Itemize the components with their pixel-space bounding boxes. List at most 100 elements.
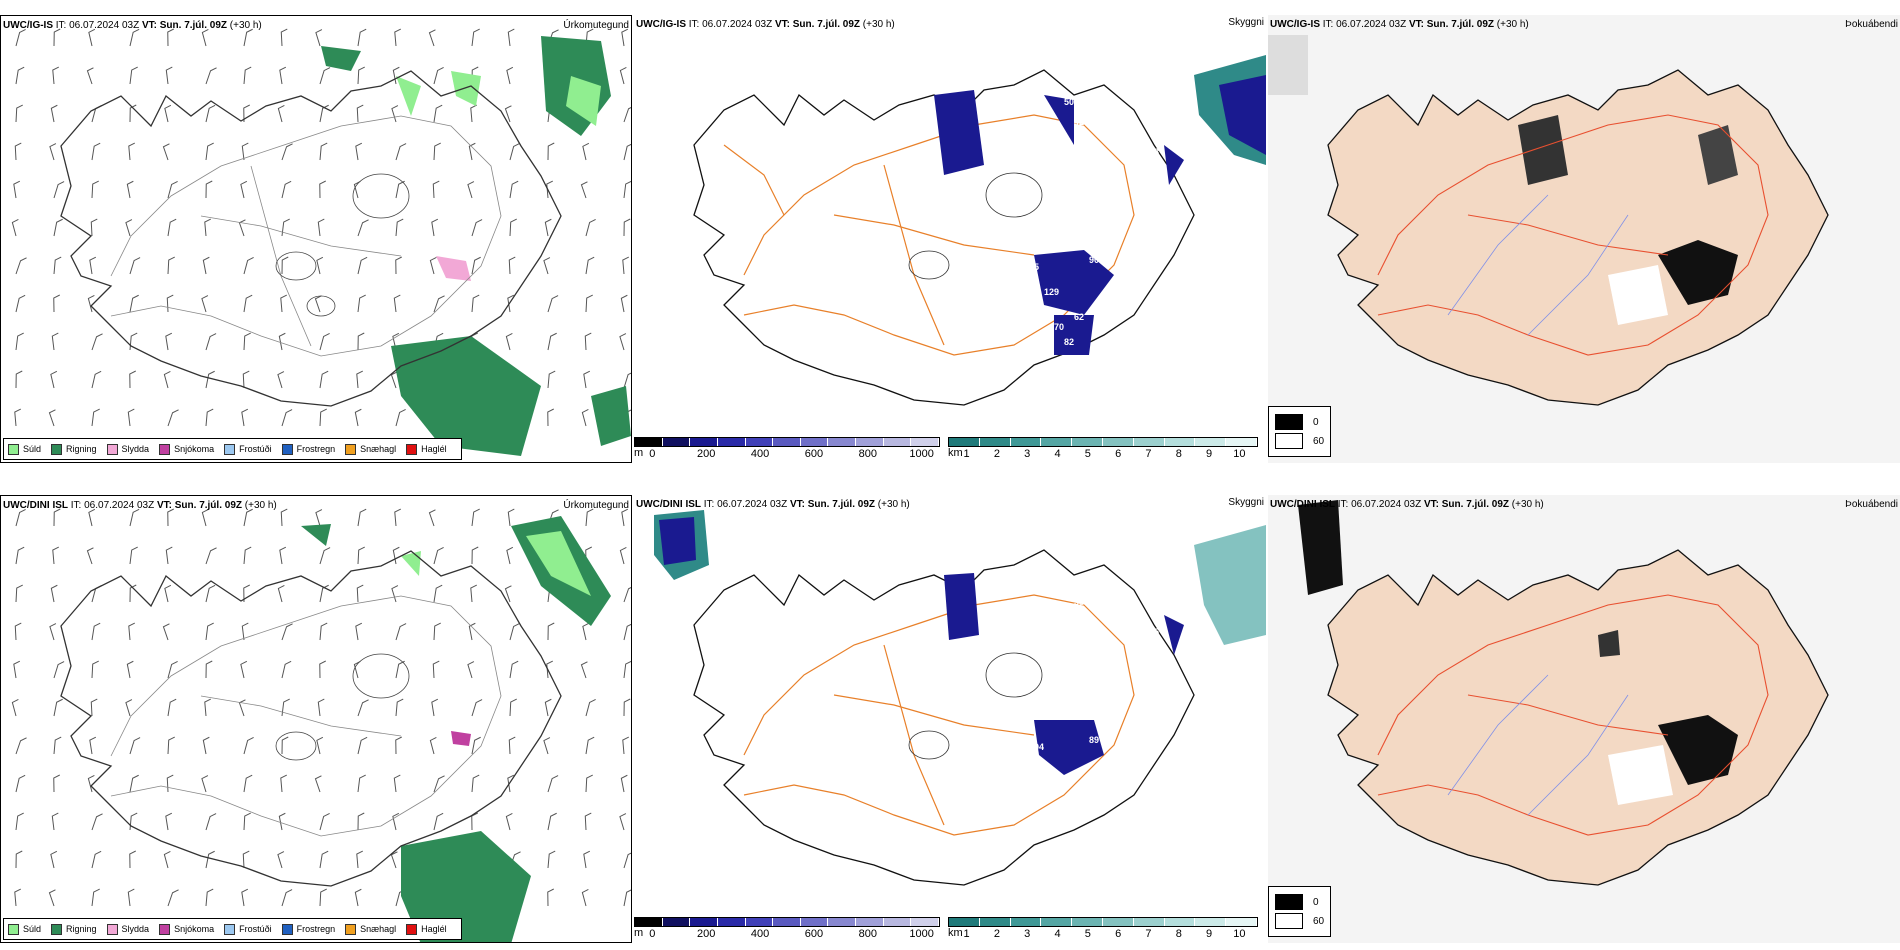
wind-barb bbox=[504, 585, 512, 603]
ceiling-label: 28 bbox=[1034, 202, 1044, 212]
wind-barb bbox=[129, 28, 140, 47]
wind-barb bbox=[53, 218, 63, 237]
wind-barb bbox=[53, 698, 63, 717]
wind-barb bbox=[166, 774, 174, 793]
wind-barb bbox=[205, 333, 217, 351]
wind-barb bbox=[91, 622, 101, 641]
wind-barb bbox=[471, 28, 480, 47]
glacier-outlines bbox=[908, 652, 1043, 760]
wind-barb bbox=[471, 256, 481, 275]
wind-barb bbox=[281, 218, 290, 237]
wind-barb bbox=[619, 333, 627, 351]
wind-barb bbox=[319, 333, 330, 351]
wind-barb bbox=[546, 180, 554, 199]
legend-item: Slydda bbox=[106, 923, 149, 935]
wind-barb bbox=[390, 371, 398, 389]
visibility-panel-bottom: 104 104 89 97 161 78 96 85 81 58 UWC/DINI ISL IT:… bbox=[634, 495, 1266, 943]
wind-barb bbox=[356, 850, 364, 869]
wind-barb bbox=[391, 585, 399, 603]
legend-item: Snæhagl bbox=[345, 923, 396, 935]
field-name: Úrkomutegund bbox=[563, 20, 629, 31]
wind-barb bbox=[623, 586, 631, 603]
wind-barb bbox=[205, 622, 214, 641]
wind-barb bbox=[91, 142, 101, 161]
wind-barb bbox=[281, 736, 289, 755]
wind-barb bbox=[357, 66, 365, 85]
wind-barb bbox=[205, 850, 215, 869]
wind-barb bbox=[15, 774, 26, 793]
wind-barb bbox=[53, 28, 61, 47]
wind-barb bbox=[164, 104, 172, 123]
wind-barb bbox=[49, 143, 57, 161]
wind-barb bbox=[15, 66, 25, 85]
wind-barb bbox=[580, 661, 588, 679]
fog-map-top bbox=[1268, 15, 1900, 463]
wind-barb bbox=[281, 180, 292, 199]
panel-header: UWC/DINI ISL IT: 06.07.2024 03Z VT: Sun.… bbox=[1270, 499, 1544, 510]
wind-barb bbox=[619, 813, 627, 831]
wind-barb bbox=[11, 699, 19, 717]
wind-barb bbox=[620, 774, 628, 793]
wind-barb bbox=[623, 372, 631, 389]
wind-barb bbox=[623, 852, 631, 869]
ceiling-colorbar bbox=[634, 437, 940, 447]
wind-barb bbox=[357, 28, 367, 47]
wind-barb bbox=[314, 295, 322, 313]
drizzle-area bbox=[566, 76, 601, 126]
wind-barb bbox=[507, 508, 515, 527]
scale-tick-label: 7 bbox=[1145, 448, 1152, 460]
field-name: Skyggni bbox=[1228, 17, 1264, 28]
wind-barb bbox=[357, 294, 366, 313]
legend-item: Frostúði bbox=[224, 443, 272, 455]
wind-barb bbox=[280, 28, 288, 47]
ceiling-ticks: 0 200 400 600 800 1000 bbox=[634, 447, 940, 461]
fog-panel-top: UWC/IG-IS IT: 06.07.2024 03Z VT: Sun. 7.… bbox=[1268, 15, 1900, 463]
visibility-area bbox=[659, 517, 696, 565]
ceiling-label: 54 bbox=[1104, 67, 1114, 77]
wind-barb bbox=[584, 332, 592, 351]
wind-barb bbox=[428, 509, 436, 527]
wind-barb bbox=[15, 509, 26, 527]
wind-barb bbox=[433, 775, 445, 793]
wind-barb bbox=[507, 28, 515, 47]
wind-barb bbox=[202, 736, 210, 755]
wind-barb bbox=[620, 294, 628, 313]
wind-barb bbox=[15, 584, 23, 603]
wind-barb bbox=[316, 736, 324, 755]
wind-barb bbox=[623, 143, 631, 161]
wind-barb bbox=[14, 142, 22, 161]
wind-barb bbox=[395, 143, 407, 161]
legend-item: Haglél bbox=[406, 443, 447, 455]
wind-barb bbox=[91, 408, 100, 427]
field-name: Þokuábendi bbox=[1845, 499, 1898, 510]
wind-barb bbox=[205, 180, 213, 199]
wind-barb bbox=[546, 660, 554, 679]
wind-barb bbox=[508, 736, 516, 755]
wind-barb bbox=[395, 660, 405, 679]
scale-tick-label: 200 bbox=[697, 928, 716, 940]
ceiling-label: 70 bbox=[1054, 322, 1064, 332]
legend-item: Snjókoma bbox=[159, 923, 214, 935]
drizzle-area bbox=[451, 71, 481, 106]
wind-barb bbox=[128, 142, 136, 161]
wind-barb bbox=[205, 660, 213, 679]
wind-barb bbox=[167, 218, 177, 237]
wind-barb bbox=[319, 104, 329, 123]
wind-barb bbox=[395, 180, 405, 199]
wind-barb bbox=[431, 218, 439, 237]
ceiling-label: 81 bbox=[1034, 682, 1044, 692]
wind-barb bbox=[394, 28, 402, 47]
wind-barb bbox=[15, 332, 24, 351]
wind-barb bbox=[129, 774, 139, 793]
fog-map-bottom bbox=[1268, 495, 1900, 943]
field-name: Úrkomutegund bbox=[563, 500, 629, 511]
wind-barb bbox=[547, 142, 555, 161]
wind-barb bbox=[394, 508, 402, 527]
wind-barb bbox=[583, 850, 591, 869]
wind-barb bbox=[543, 737, 551, 755]
wind-barb bbox=[506, 66, 514, 85]
wind-barb bbox=[467, 181, 475, 199]
wind-barb bbox=[162, 143, 170, 161]
wind-barb bbox=[167, 661, 178, 679]
scale-tick-label: 8 bbox=[1175, 928, 1182, 940]
